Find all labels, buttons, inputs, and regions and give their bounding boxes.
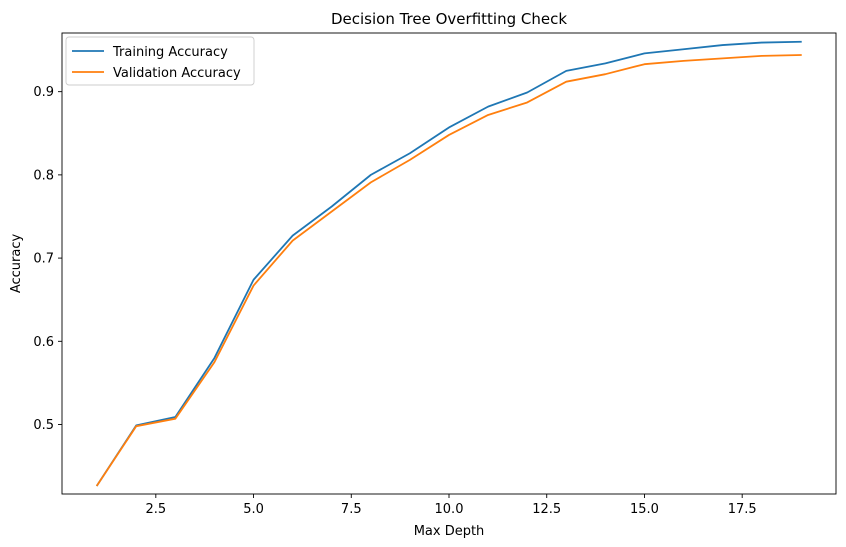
x-tick-label: 15.0 [630, 502, 659, 517]
y-tick-label: 0.9 [33, 85, 54, 100]
legend-label-training: Training Accuracy [112, 45, 228, 60]
series-lines [95, 40, 802, 487]
y-axis-label: Accuracy [9, 234, 24, 294]
legend-label-validation: Validation Accuracy [113, 66, 241, 81]
x-tick-label: 7.5 [341, 502, 362, 517]
plot-area [61, 32, 837, 495]
y-tick-label: 0.5 [33, 418, 54, 433]
x-tick-label: 17.5 [728, 502, 757, 517]
x-axis: 2.5 5.0 7.5 10.0 12.5 15.0 17.5 [145, 494, 757, 517]
x-tick-label: 12.5 [532, 502, 561, 517]
x-tick-label: 2.5 [145, 502, 166, 517]
x-axis-label: Max Depth [414, 524, 485, 539]
y-axis: 0.5 0.6 0.7 0.8 0.9 [33, 85, 62, 433]
series-line-validation-accuracy [95, 54, 802, 487]
legend: Training Accuracy Validation Accuracy [65, 36, 255, 86]
y-tick-label: 0.7 [33, 252, 54, 267]
y-tick-label: 0.8 [33, 168, 54, 183]
chart-title: Decision Tree Overfitting Check [331, 10, 567, 28]
x-tick-label: 5.0 [243, 502, 264, 517]
plot-frame [61, 32, 837, 495]
series-line-training-accuracy [95, 40, 802, 487]
legend-box [65, 36, 255, 86]
y-tick-label: 0.6 [33, 335, 54, 350]
x-tick-label: 10.0 [435, 502, 464, 517]
